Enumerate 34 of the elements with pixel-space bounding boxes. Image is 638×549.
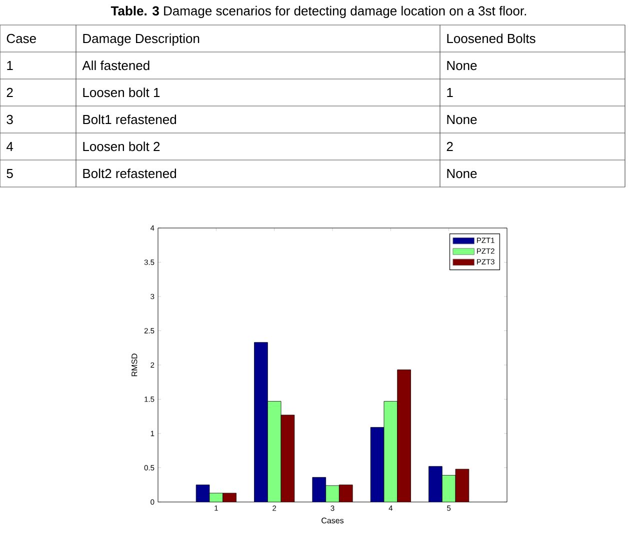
bar	[428, 466, 442, 502]
text: Loosened Bolts	[447, 34, 536, 44]
text: 4	[6, 142, 14, 151]
bar	[312, 477, 326, 502]
text: None	[447, 115, 477, 124]
text: Damage Description	[83, 34, 200, 46]
x-axis-title: Cases	[322, 518, 344, 524]
bar	[455, 468, 470, 502]
bar	[370, 427, 384, 502]
text: Loosen bolt 1	[83, 88, 160, 98]
y-axis-title: RMSD	[132, 354, 138, 376]
bar	[267, 401, 282, 502]
bar	[442, 475, 456, 502]
text: None	[447, 169, 477, 178]
text: Bolt2 refastened	[83, 168, 176, 178]
text: 2	[6, 88, 13, 97]
text: 2	[446, 142, 453, 151]
text: Loosen bolt 2	[83, 142, 160, 152]
bar	[196, 484, 210, 502]
text: 1	[447, 88, 453, 97]
bar	[397, 370, 411, 502]
text: None	[447, 61, 477, 70]
text: Bolt1 refastened	[83, 114, 176, 124]
text: 1	[7, 61, 13, 70]
bar	[338, 484, 353, 502]
bar	[254, 342, 268, 502]
bar	[280, 414, 295, 502]
chart-title: Table. 3 Damage scenarios for detecting damage location on a 3st floor.	[110, 6, 526, 18]
bar	[384, 401, 398, 502]
text: 5	[6, 169, 13, 178]
text: 3	[6, 114, 13, 124]
text: All fastened	[82, 60, 150, 70]
bar	[326, 485, 340, 502]
text: Case	[6, 34, 36, 44]
